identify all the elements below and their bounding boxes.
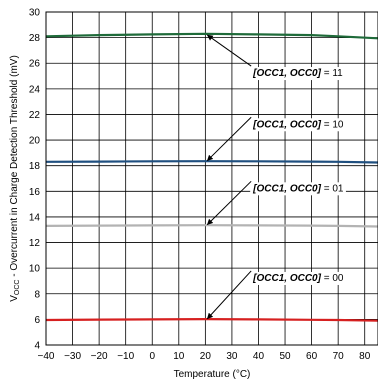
annotation-background <box>250 67 346 81</box>
y-tick-label: 12 <box>29 238 41 249</box>
annotation-label: [OCC1, OCC0] = 01 <box>252 183 344 194</box>
series-line-00 <box>45 317 378 322</box>
y-tick-label: 22 <box>29 110 41 121</box>
plot-frame <box>45 11 378 346</box>
annotation-arrow <box>206 34 252 67</box>
y-axis-title: VOCC - Overcurrent in Charge Detection T… <box>9 55 21 302</box>
x-tick-label: −10 <box>117 351 134 362</box>
annotation-equals: = <box>321 68 332 79</box>
y-tick-label: 6 <box>34 315 40 326</box>
y-tick-label: 8 <box>34 289 40 300</box>
annotation-key: [OCC1, OCC0] <box>252 68 321 79</box>
y-tick-label: 30 <box>29 8 41 19</box>
annotation-background <box>250 118 346 132</box>
annotation-value: 11 <box>332 68 343 79</box>
y-tick-label: 10 <box>29 264 41 275</box>
x-axis-title: Temperature (°C) <box>174 369 251 380</box>
annotation-background <box>250 271 346 285</box>
annotation-value: 01 <box>332 183 344 194</box>
y-tick-label: 26 <box>29 59 41 70</box>
x-tick-label: 10 <box>173 351 185 362</box>
y-tick-label: 18 <box>29 161 41 172</box>
series-group <box>45 32 378 322</box>
annotations: [OCC1, OCC0] = 11[OCC1, OCC0] = 10[OCC1,… <box>206 34 346 320</box>
x-tick-label: 40 <box>253 351 265 362</box>
annotation-label: [OCC1, OCC0] = 11 <box>252 68 343 79</box>
x-tick-label: 70 <box>333 351 345 362</box>
x-tick-labels: −40 −30 −20 −10 0 10 20 30 40 50 60 70 80 <box>38 351 371 362</box>
annotation-arrow <box>206 180 252 226</box>
x-tick-label: 0 <box>149 351 155 362</box>
annotation-key: [OCC1, OCC0] <box>252 119 321 130</box>
y-tick-label: 14 <box>29 212 41 223</box>
x-tick-label: 50 <box>279 351 291 362</box>
annotation-equals: = <box>321 273 332 284</box>
annotation-value: 10 <box>332 119 344 130</box>
x-tick-label: 60 <box>306 351 318 362</box>
y-tick-label: 4 <box>34 341 40 352</box>
x-tick-label: 20 <box>200 351 212 362</box>
x-tick-label: −20 <box>91 351 108 362</box>
y-tick-label: 20 <box>29 136 41 147</box>
y-tick-label: 28 <box>29 33 41 44</box>
x-tick-label: 80 <box>359 351 371 362</box>
annotation-value: 00 <box>332 273 344 284</box>
annotation-label: [OCC1, OCC0] = 00 <box>252 273 344 284</box>
y-axis-title-subscript: OCC <box>14 280 21 296</box>
annotation-key: [OCC1, OCC0] <box>252 273 321 284</box>
annotation-equals: = <box>321 183 332 194</box>
x-tick-label: −40 <box>38 351 55 362</box>
annotation-key: [OCC1, OCC0] <box>252 183 321 194</box>
annotation-label: [OCC1, OCC0] = 10 <box>252 119 344 130</box>
y-tick-label: 16 <box>29 187 41 198</box>
y-axis-title-rest: - Overcurrent in Charge Detection Thresh… <box>9 55 20 279</box>
grid <box>45 11 378 346</box>
annotation-background <box>250 182 346 196</box>
annotation-arrow <box>206 270 252 320</box>
annotation-equals: = <box>321 119 332 130</box>
y-tick-labels: 4 6 8 10 12 14 16 18 20 22 24 26 28 30 <box>29 8 41 352</box>
y-axis-title-main: V <box>9 295 20 302</box>
y-tick-label: 24 <box>29 84 41 95</box>
series-line-11 <box>45 32 378 40</box>
series-line-01 <box>45 224 378 228</box>
annotation-arrow <box>206 116 252 161</box>
x-tick-label: 30 <box>226 351 238 362</box>
x-tick-label: −30 <box>64 351 81 362</box>
series-line-10 <box>45 160 378 164</box>
